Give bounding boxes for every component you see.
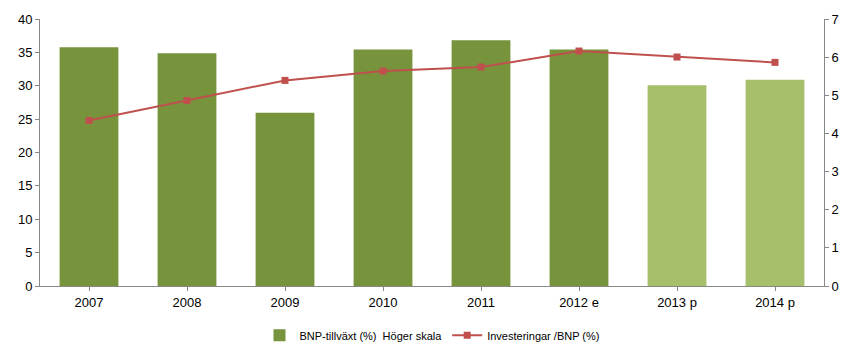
svg-text:2013 p: 2013 p: [657, 295, 697, 310]
svg-text:6: 6: [832, 50, 839, 65]
svg-text:0: 0: [832, 279, 839, 294]
svg-text:7: 7: [832, 12, 839, 27]
svg-text:10: 10: [18, 212, 32, 227]
svg-text:35: 35: [18, 45, 32, 60]
svg-text:2009: 2009: [271, 295, 300, 310]
svg-text:5: 5: [25, 245, 32, 260]
svg-text:3: 3: [832, 164, 839, 179]
svg-text:15: 15: [18, 178, 32, 193]
svg-text:2010: 2010: [369, 295, 398, 310]
svg-text:0: 0: [25, 279, 32, 294]
svg-text:Investeringar /BNP (%): Investeringar /BNP (%): [487, 330, 599, 342]
svg-text:2007: 2007: [75, 295, 104, 310]
svg-text:2012 e: 2012 e: [559, 295, 599, 310]
svg-text:BNP-tillväxt (%) Höger skala: BNP-tillväxt (%) Höger skala: [300, 330, 443, 342]
svg-text:2008: 2008: [173, 295, 202, 310]
svg-text:2011: 2011: [467, 295, 495, 310]
svg-text:40: 40: [18, 12, 32, 27]
svg-text:2014 p: 2014 p: [755, 295, 795, 310]
svg-text:20: 20: [18, 145, 32, 160]
svg-text:30: 30: [18, 78, 32, 93]
svg-text:4: 4: [832, 126, 839, 141]
svg-text:5: 5: [832, 88, 839, 103]
svg-text:25: 25: [18, 112, 32, 127]
svg-text:1: 1: [832, 240, 839, 255]
svg-text:2: 2: [832, 202, 839, 217]
